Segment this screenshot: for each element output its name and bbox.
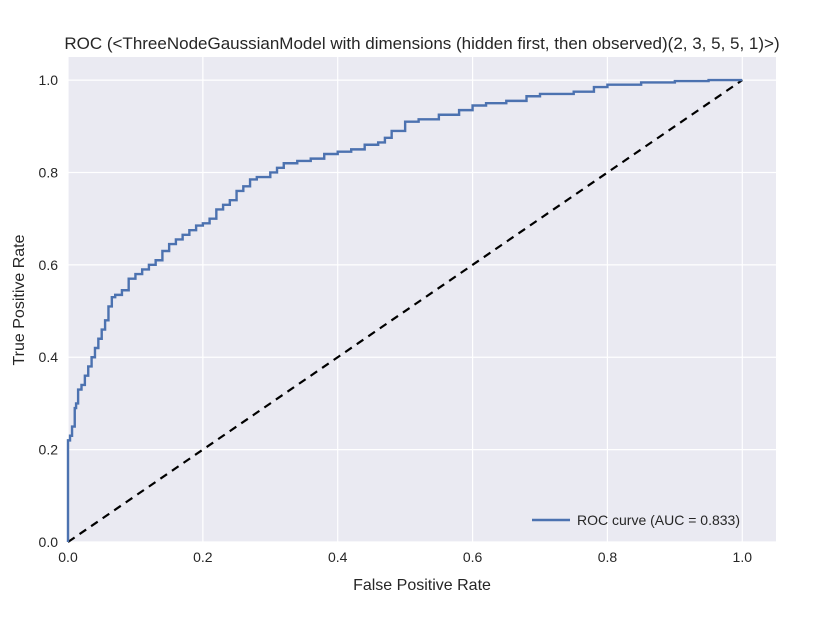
- y-tick-label: 1.0: [39, 72, 59, 88]
- roc-curve-line: [66, 78, 743, 542]
- y-tick-label: 0.6: [39, 257, 59, 273]
- legend: ROC curve (AUC = 0.833): [532, 512, 740, 528]
- x-tick-label: 1.0: [733, 549, 753, 565]
- grid: [67, 57, 776, 543]
- x-tick-label: 0.2: [193, 549, 213, 565]
- series-layer: [66, 78, 743, 543]
- x-tick-label: 0.0: [58, 549, 78, 565]
- x-tick-label: 0.6: [463, 549, 483, 565]
- y-tick-label: 0.8: [39, 164, 59, 180]
- y-tick-label: 0.4: [39, 349, 59, 365]
- y-axis-label: True Positive Rate: [11, 234, 28, 365]
- x-axis-label: False Positive Rate: [353, 577, 491, 594]
- x-tick-label: 0.8: [598, 549, 618, 565]
- x-tick-label: 0.4: [328, 549, 348, 565]
- chance-diagonal-line: [67, 79, 743, 543]
- y-tick-label: 0.0: [39, 534, 59, 550]
- y-tick-label: 0.2: [39, 442, 59, 458]
- chart-title: ROC (<ThreeNodeGaussianModel with dimens…: [64, 34, 779, 53]
- y-axis-ticks: 0.0 0.2 0.4 0.6 0.8 1.0: [39, 72, 59, 550]
- x-axis-ticks: 0.0 0.2 0.4 0.6 0.8 1.0: [58, 549, 752, 565]
- legend-label-roc-curve: ROC curve (AUC = 0.833): [577, 512, 740, 528]
